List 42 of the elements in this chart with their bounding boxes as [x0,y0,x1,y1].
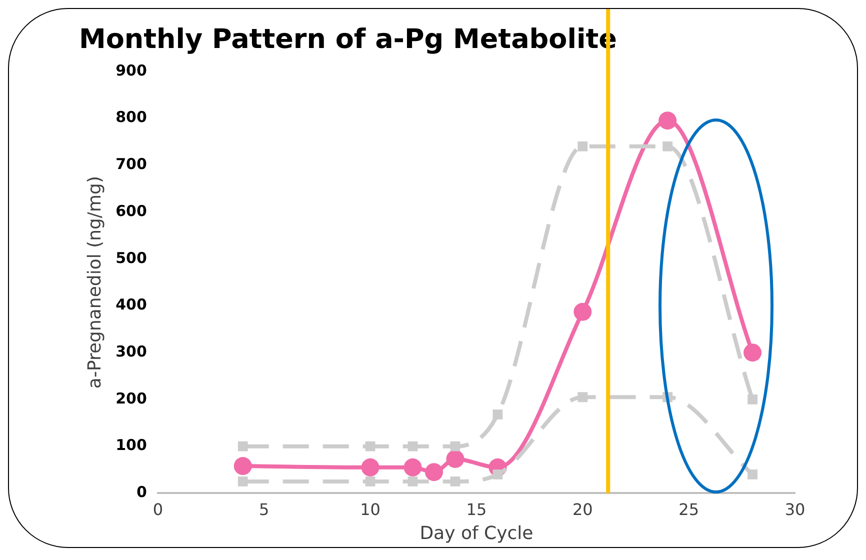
x-tick-label: 10 [360,500,380,519]
y-tick-label: 700 [116,155,147,174]
point [404,458,422,476]
point [492,470,503,480]
y-tick-label: 200 [116,389,147,408]
point [238,476,248,486]
point [574,302,592,321]
point [658,112,677,130]
y-tick-label: 100 [116,436,147,454]
x-tick-label: 0 [152,500,164,519]
point [365,441,376,452]
point [238,441,248,452]
point [578,141,588,152]
x-tick-label: 5 [259,500,270,519]
point [492,410,503,420]
y-tick-label: 0 [136,483,147,502]
x-tick-label: 20 [572,500,593,519]
y-tick-label: 300 [116,342,147,360]
point [450,476,460,486]
point [578,392,588,402]
point [748,470,758,480]
y-tick-label: 900 [116,61,147,80]
point [361,458,380,476]
x-tick-label: 30 [784,500,806,519]
y-tick-label: 800 [116,108,147,126]
point [446,450,464,468]
x-tick-label: 25 [678,500,699,519]
point [408,476,418,486]
point [408,441,418,452]
y-tick-label: 600 [116,202,147,220]
point [424,463,443,482]
point [365,476,376,486]
point [662,141,673,152]
point [748,394,758,404]
y-tick-label: 400 [116,296,147,314]
y-axis-title: a-Pregnanediol (ng/mg) [84,176,106,389]
point [450,441,460,452]
y-tick-label: 500 [116,248,147,267]
x-axis-title: Day of Cycle [420,522,534,544]
x-tick-label: 15 [466,500,487,519]
point [744,344,762,362]
point [234,457,252,476]
